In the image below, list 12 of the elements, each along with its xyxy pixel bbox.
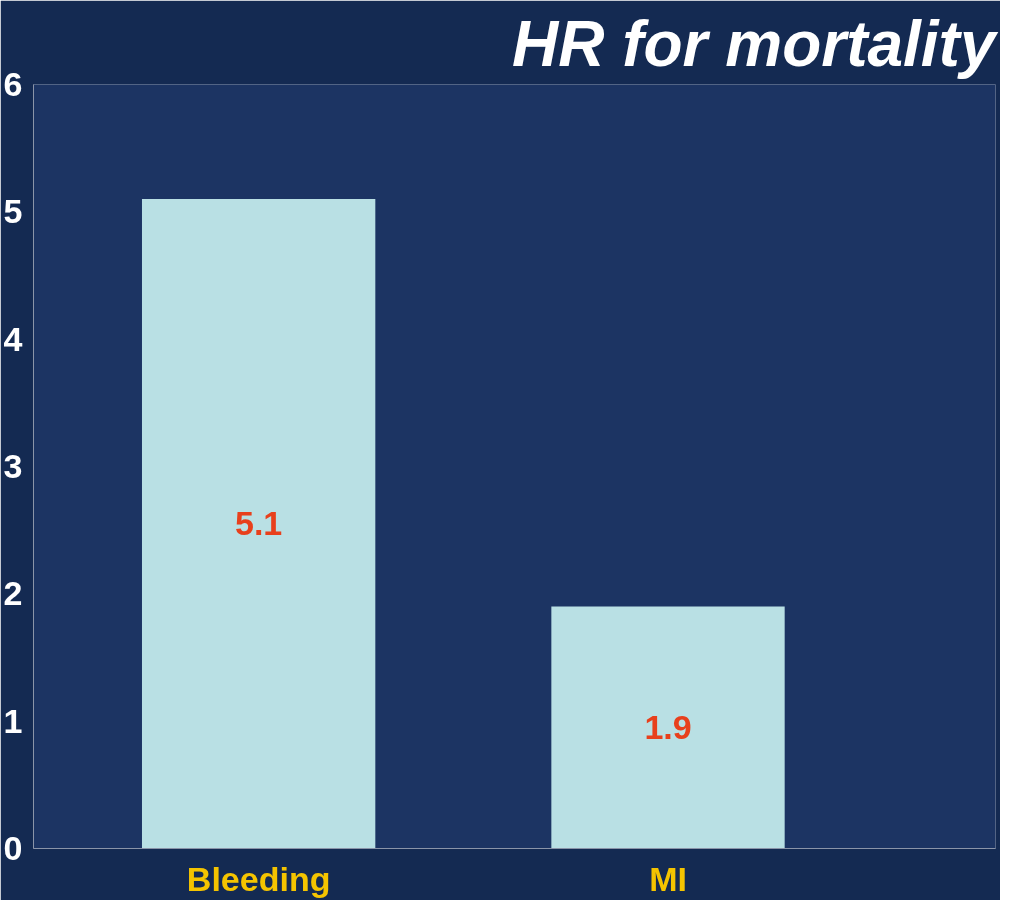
x-tick-label: Bleeding	[186, 859, 331, 898]
y-tick-label: 3	[3, 447, 23, 485]
y-tick-label: 6	[3, 65, 23, 103]
y-tick-label: 4	[3, 319, 23, 358]
y-tick-label: 0	[3, 829, 23, 867]
y-tick-label: 2	[3, 574, 23, 613]
y-tick-label: 5	[3, 192, 23, 231]
y-tick-label: 1	[3, 701, 23, 740]
data-label: 1.9	[644, 708, 692, 747]
data-label: 5.1	[235, 504, 283, 543]
chart-title: HR for mortality	[511, 7, 999, 80]
x-tick-label: MI	[649, 859, 687, 898]
